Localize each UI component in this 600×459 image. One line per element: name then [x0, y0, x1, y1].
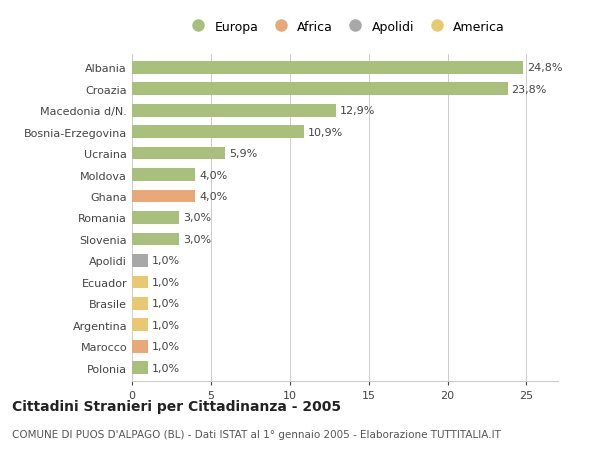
Bar — [132, 126, 304, 139]
Bar — [132, 169, 195, 182]
Text: 5,9%: 5,9% — [229, 149, 257, 159]
Text: 4,0%: 4,0% — [199, 170, 227, 180]
Bar — [132, 212, 179, 224]
Bar — [132, 254, 148, 267]
Text: 12,9%: 12,9% — [340, 106, 375, 116]
Text: 23,8%: 23,8% — [511, 84, 547, 95]
Bar — [132, 104, 335, 117]
Text: 1,0%: 1,0% — [152, 277, 180, 287]
Text: 1,0%: 1,0% — [152, 256, 180, 266]
Text: Cittadini Stranieri per Cittadinanza - 2005: Cittadini Stranieri per Cittadinanza - 2… — [12, 399, 341, 413]
Text: 24,8%: 24,8% — [527, 63, 563, 73]
Bar — [132, 319, 148, 332]
Text: 1,0%: 1,0% — [152, 320, 180, 330]
Text: 1,0%: 1,0% — [152, 363, 180, 373]
Bar — [132, 190, 195, 203]
Text: 10,9%: 10,9% — [308, 127, 343, 137]
Text: 1,0%: 1,0% — [152, 341, 180, 352]
Bar — [132, 340, 148, 353]
Bar — [132, 147, 225, 160]
Bar — [132, 62, 523, 74]
Bar — [132, 362, 148, 375]
Text: 3,0%: 3,0% — [183, 235, 211, 245]
Bar — [132, 83, 508, 96]
Bar — [132, 276, 148, 289]
Bar — [132, 233, 179, 246]
Text: 1,0%: 1,0% — [152, 299, 180, 309]
Text: 4,0%: 4,0% — [199, 191, 227, 202]
Legend: Europa, Africa, Apolidi, America: Europa, Africa, Apolidi, America — [181, 16, 509, 39]
Bar — [132, 297, 148, 310]
Text: 3,0%: 3,0% — [183, 213, 211, 223]
Text: COMUNE DI PUOS D'ALPAGO (BL) - Dati ISTAT al 1° gennaio 2005 - Elaborazione TUTT: COMUNE DI PUOS D'ALPAGO (BL) - Dati ISTA… — [12, 429, 501, 439]
